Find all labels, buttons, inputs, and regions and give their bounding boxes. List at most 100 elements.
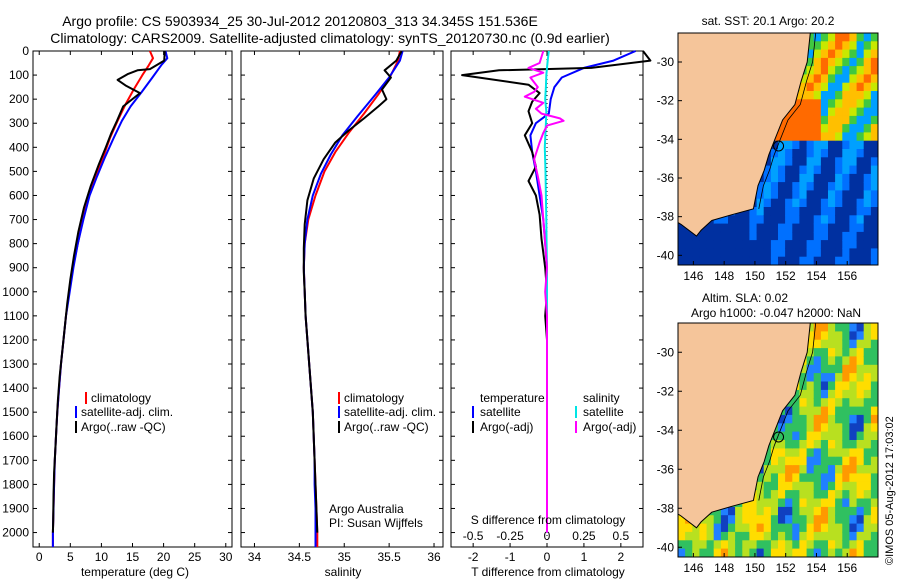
legend-s-satellite: satellite [583,405,624,419]
sst-map-title: sat. SST: 20.1 Argo: 20.2 [702,14,835,28]
depth-tick-label: 200 [9,92,29,106]
land-mass [678,323,811,529]
depth-tick-label: 800 [9,237,29,251]
sla-map-subtitle: Argo h1000: -0.047 h2000: NaN [691,306,861,320]
x-tick-label: 36 [427,550,441,564]
lat-tick-label: -34 [657,423,675,437]
legend-climatology-s: climatology [344,391,404,405]
x-tick-label: -1 [505,550,516,564]
legend-title-salinity: salinity [583,391,620,405]
lon-tick-label: 154 [806,561,826,575]
depth-tick-label: 0 [22,44,29,58]
lon-tick-label: 150 [745,561,765,575]
legend-satellite-s: satellite-adj. clim. [344,405,436,419]
x-tick-label: 20 [157,550,171,564]
x-tick-label: 35.5 [377,550,401,564]
lat-tick-label: -34 [657,132,675,146]
lon-tick-label: 154 [806,269,826,283]
x-tick-label: 0 [544,550,551,564]
depth-tick-label: 400 [9,140,29,154]
legend-title-temperature: temperature [480,391,545,405]
isobath-line [758,33,817,209]
annotation-pi: PI: Susan Wijffels [329,516,423,530]
x-tick-label-s: 0.25 [572,529,596,543]
lat-tick-label: -36 [657,171,675,185]
depth-tick-label: 1700 [2,453,29,467]
header-line2: Climatology: CARS2009. Satellite-adjuste… [50,30,610,46]
x-tick-label: 25 [188,550,202,564]
sla-map-title: Altim. SLA: 0.02 [702,291,788,305]
depth-tick-label: 900 [9,261,29,275]
x-tick-label: 1 [581,550,588,564]
x-tick-label: 15 [126,550,140,564]
depth-tick-label: 1600 [2,429,29,443]
plot-frame [240,50,444,548]
isobath-line [758,323,817,501]
x-tick-label: 2 [618,550,625,564]
map-frame [677,322,879,558]
s-difference-label: S difference from climatology [471,513,626,527]
sst-map: 146 148 150 152 154 156 -30 -32 -34 -36 -38 -40 [657,32,879,283]
lon-tick-label: 152 [776,269,796,283]
depth-axis: 0 100 200 300 400 500 600 700 800 900 1000 1100 1200… [2,44,29,540]
x-tick-label: -2 [468,550,479,564]
lon-tick-label: 156 [837,561,857,575]
x-tick-label: 34 [248,550,262,564]
depth-tick-label: 2000 [2,526,29,540]
argo-location-marker [773,431,785,443]
temperature-xlabel: temperature (deg C) [81,565,189,579]
lat-tick-label: -38 [657,501,675,515]
lat-tick-label: -38 [657,210,675,224]
x-tick-label-s: -0.25 [496,529,524,543]
lon-tick-label: 146 [683,561,703,575]
temperature-panel: 0 5 10 15 20 25 30 [32,50,233,564]
land-mass [678,33,811,237]
x-tick-label: 30 [219,550,233,564]
depth-tick-label: 1900 [2,501,29,515]
series-line [523,50,565,533]
imos-stamp: ©IMOS 05-Aug-2012 17:03:02 [884,416,896,565]
x-tick-label-s: -0.5 [463,529,484,543]
lat-tick-label: -32 [657,94,675,108]
lon-tick-label: 156 [837,269,857,283]
x-tick-label: 10 [95,550,109,564]
x-tick-label: 34.5 [288,550,312,564]
legend-s-argo: Argo(-adj) [583,420,636,434]
series-line [302,50,403,533]
series-line [543,50,550,533]
map-frame [677,32,879,266]
lat-tick-label: -40 [657,540,675,554]
depth-tick-label: 600 [9,188,29,202]
depth-tick-label: 1100 [3,309,29,323]
legend-argo: Argo(..raw -QC) [81,420,166,434]
series-line [51,50,166,533]
lat-tick-label: -30 [657,345,675,359]
header-line1: Argo profile: CS 5903934_25 30-Jul-2012 … [62,13,538,29]
depth-tick-label: 700 [9,213,29,227]
difference-xlabel: T difference from climatology [471,565,625,579]
depth-tick-label: 300 [9,116,29,130]
sla-map: 146 148 150 152 154 156 -30 -32 -34 -36 -38 -40 [657,322,879,575]
lon-tick-label: 146 [683,269,703,283]
depth-tick-label: 1300 [2,357,29,371]
temperature-legend: climatology satellite-adj. clim. Argo(..… [75,391,173,434]
lat-tick-label: -36 [657,462,675,476]
depth-tick-label: 1400 [2,381,29,395]
x-tick-label: 0 [36,550,43,564]
legend-satellite: satellite-adj. clim. [81,405,173,419]
lon-tick-label: 150 [745,269,765,283]
lon-tick-label: 152 [776,561,796,575]
legend-t-satellite: satellite [480,405,521,419]
depth-tick-label: 1800 [2,477,29,491]
depth-tick-label: 500 [9,164,29,178]
lon-tick-label: 148 [714,561,734,575]
salinity-legend: climatology satellite-adj. clim. Argo(..… [329,391,436,530]
lat-tick-label: -40 [657,248,675,262]
x-tick-label: 35 [338,550,352,564]
x-tick-label-s: 0.5 [613,529,630,543]
plot-frame [32,50,233,548]
x-tick-label: 5 [67,550,74,564]
lon-tick-label: 148 [714,269,734,283]
lat-tick-label: -32 [657,384,675,398]
salinity-xlabel: salinity [325,565,362,579]
